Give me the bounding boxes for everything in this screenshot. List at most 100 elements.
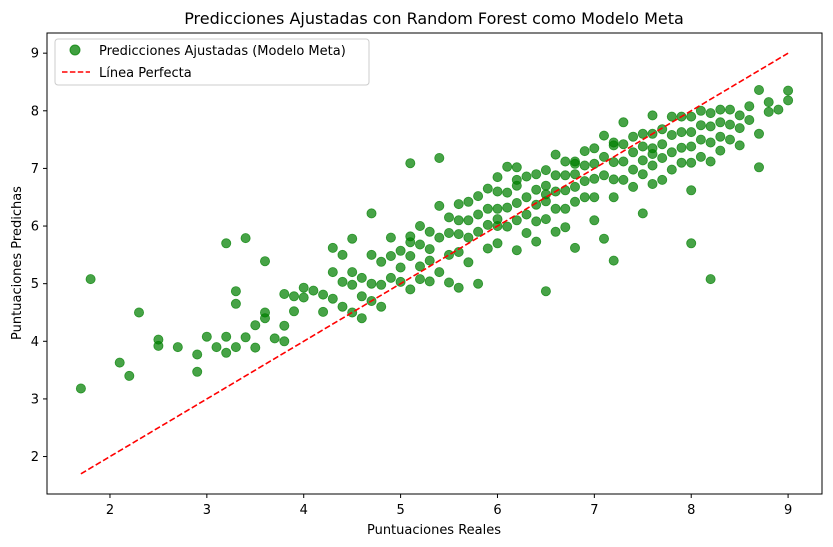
- scatter-point: [85, 274, 96, 285]
- scatter-point: [356, 272, 367, 283]
- scatter-point: [666, 129, 677, 140]
- scatter-point: [550, 170, 561, 181]
- scatter-point: [414, 239, 425, 250]
- scatter-point: [540, 180, 551, 191]
- scatter-point: [434, 232, 445, 243]
- scatter-point: [482, 203, 493, 214]
- scatter-point: [492, 186, 503, 197]
- scatter-point: [783, 95, 794, 106]
- scatter-point: [560, 203, 571, 214]
- scatter-point: [492, 203, 503, 214]
- scatter-point: [250, 320, 261, 331]
- scatter-point: [531, 169, 542, 180]
- scatter-point: [482, 183, 493, 194]
- scatter-point: [288, 291, 299, 302]
- scatter-point: [599, 233, 610, 244]
- scatter-point: [531, 199, 542, 210]
- scatter-point: [318, 289, 329, 300]
- scatter-point: [628, 131, 639, 142]
- scatter-point: [647, 110, 658, 121]
- legend-marker-scatter: [69, 44, 81, 56]
- scatter-point: [230, 342, 241, 353]
- scatter-point: [279, 320, 290, 331]
- scatter-point: [385, 232, 396, 243]
- scatter-point: [405, 231, 416, 242]
- x-tick-label: 7: [590, 503, 598, 518]
- scatter-point: [686, 111, 697, 122]
- scatter-point: [763, 106, 774, 117]
- y-tick-label: 5: [31, 277, 39, 292]
- scatter-point: [443, 277, 454, 288]
- scatter-point: [744, 101, 755, 112]
- scatter-point: [192, 349, 203, 360]
- scatter-point: [531, 216, 542, 227]
- scatter-point: [531, 184, 542, 195]
- scatter-point: [521, 227, 532, 238]
- scatter-point: [666, 164, 677, 175]
- scatter-point: [734, 110, 745, 121]
- scatter-point: [637, 208, 648, 219]
- scatter-point: [589, 215, 600, 226]
- chart-title: Predicciones Ajustadas con Random Forest…: [184, 9, 684, 28]
- scatter-point: [647, 178, 658, 189]
- scatter-point: [599, 130, 610, 141]
- scatter-point: [376, 279, 387, 290]
- scatter-point: [502, 161, 513, 172]
- x-tick-label: 9: [784, 503, 792, 518]
- scatter-point: [511, 162, 522, 173]
- scatter-point: [579, 160, 590, 171]
- y-axis-label: Puntuaciones Predichas: [10, 186, 25, 340]
- scatter-point: [395, 245, 406, 256]
- x-axis-label: Puntuaciones Reales: [367, 523, 501, 538]
- scatter-point: [337, 276, 348, 287]
- scatter-point: [502, 202, 513, 213]
- scatter-point: [657, 152, 668, 163]
- scatter-point: [773, 104, 784, 115]
- x-tick-label: 3: [203, 503, 211, 518]
- scatter-point: [230, 298, 241, 309]
- scatter-point: [385, 250, 396, 261]
- scatter-point: [414, 261, 425, 272]
- scatter-point: [608, 137, 619, 148]
- scatter-point: [75, 383, 86, 394]
- scatter-point: [473, 209, 484, 220]
- scatter-point: [657, 124, 668, 135]
- scatter-point: [647, 148, 658, 159]
- legend-label-line: Línea Perfecta: [99, 66, 192, 81]
- scatter-point: [308, 285, 319, 296]
- scatter-point: [424, 226, 435, 237]
- scatter-point: [686, 141, 697, 152]
- scatter-point: [453, 215, 464, 226]
- scatter-point: [734, 123, 745, 134]
- plot-background: [47, 33, 822, 494]
- scatter-point: [259, 256, 270, 267]
- scatter-point: [366, 278, 377, 289]
- y-tick-label: 7: [31, 162, 39, 177]
- scatter-point: [298, 282, 309, 293]
- scatter-point: [434, 200, 445, 211]
- scatter-point: [414, 274, 425, 285]
- scatter-point: [744, 115, 755, 126]
- scatter-point: [172, 342, 183, 353]
- scatter-point: [221, 347, 232, 358]
- scatter-point: [695, 105, 706, 116]
- scatter-point: [240, 233, 251, 244]
- scatter-point: [482, 219, 493, 230]
- scatter-point: [201, 331, 212, 342]
- plot-frame: [46, 32, 823, 495]
- scatter-point: [366, 249, 377, 260]
- scatter-point: [628, 181, 639, 192]
- scatter-point: [705, 137, 716, 148]
- scatter-point: [637, 155, 648, 166]
- scatter-point: [579, 176, 590, 187]
- scatter-point: [570, 242, 581, 253]
- scatter-point: [589, 192, 600, 203]
- scatter-point: [570, 196, 581, 207]
- scatter-point: [695, 151, 706, 162]
- scatter-point: [686, 238, 697, 249]
- plot-area: [46, 32, 823, 495]
- scatter-point: [434, 152, 445, 163]
- scatter-point: [521, 192, 532, 203]
- scatter-point: [754, 85, 765, 96]
